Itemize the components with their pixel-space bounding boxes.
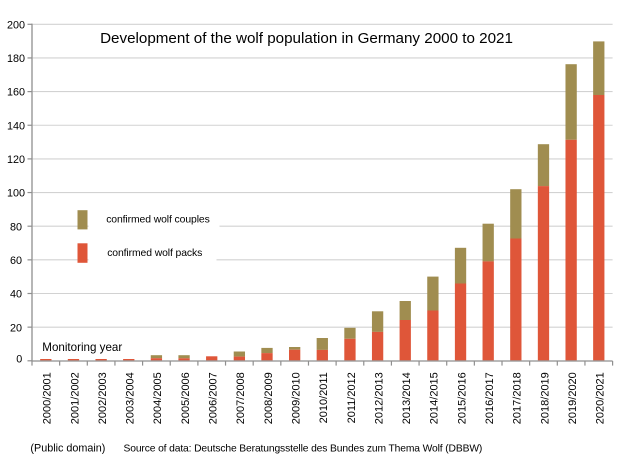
svg-text:2006/2007: 2006/2007 [208,372,220,424]
svg-text:80: 80 [10,221,22,233]
svg-text:confirmed wolf couples: confirmed wolf couples [106,214,210,225]
svg-text:confirmed wolf packs: confirmed wolf packs [107,248,202,259]
svg-text:100: 100 [7,188,25,200]
svg-text:2007/2008: 2007/2008 [235,372,247,424]
svg-text:2009/2010: 2009/2010 [290,372,302,424]
svg-text:2013/2014: 2013/2014 [401,372,413,424]
svg-text:Monitoring year: Monitoring year [42,341,122,354]
svg-text:2018/2019: 2018/2019 [539,372,551,424]
svg-text:2019/2020: 2019/2020 [567,372,579,424]
svg-text:2005/2006: 2005/2006 [180,372,192,424]
svg-text:2016/2017: 2016/2017 [484,372,496,424]
svg-text:2000/2001: 2000/2001 [42,372,54,424]
svg-text:2020/2021: 2020/2021 [595,372,607,424]
svg-text:2008/2009: 2008/2009 [263,372,275,424]
svg-text:160: 160 [7,87,25,99]
svg-text:2010/2011: 2010/2011 [318,372,330,423]
svg-text:Development of the wolf popula: Development of the wolf population in Ge… [100,30,513,47]
svg-text:2011/2012: 2011/2012 [346,372,358,423]
svg-text:2014/2015: 2014/2015 [429,372,441,424]
svg-text:20: 20 [10,322,22,334]
svg-text:140: 140 [7,120,25,132]
svg-text:2004/2005: 2004/2005 [152,372,164,424]
svg-text:40: 40 [10,289,22,301]
svg-text:120: 120 [7,154,25,166]
svg-text:2001/2002: 2001/2002 [69,372,81,424]
svg-text:2003/2004: 2003/2004 [125,372,137,424]
svg-text:180: 180 [7,53,25,65]
svg-text:60: 60 [10,255,22,267]
svg-text:2002/2003: 2002/2003 [97,372,109,424]
svg-text:2017/2018: 2017/2018 [512,372,524,424]
svg-text:(Public domain): (Public domain) [30,443,105,455]
svg-text:2015/2016: 2015/2016 [456,372,468,424]
svg-text:2012/2013: 2012/2013 [373,372,385,424]
svg-text:200: 200 [7,19,25,31]
svg-text:0: 0 [16,353,22,365]
svg-text:Source of data: Deutsche Berat: Source of data: Deutsche Beratungsstelle… [124,443,483,454]
